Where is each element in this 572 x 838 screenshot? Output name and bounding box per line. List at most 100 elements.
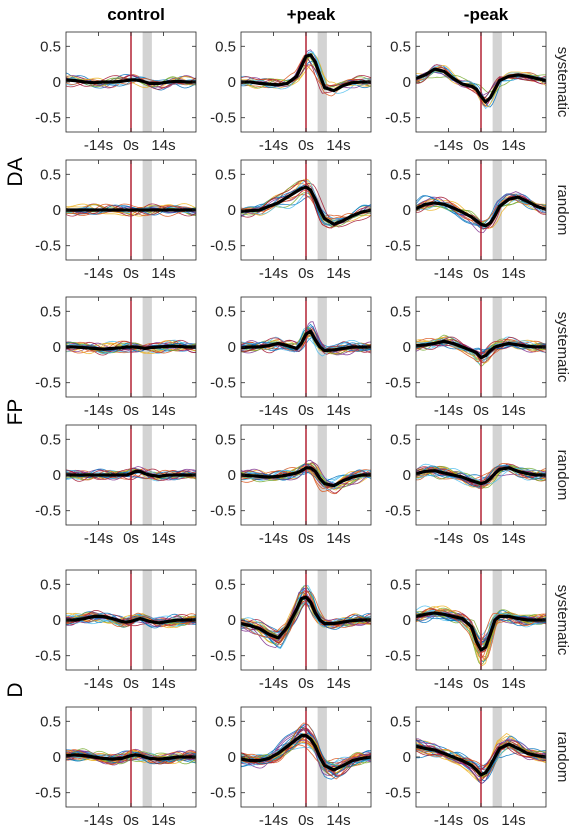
- x-tick-label: -14s: [84, 530, 113, 547]
- x-tick-label: -14s: [84, 675, 113, 692]
- mean-line: [416, 339, 546, 360]
- x-tick-label: -14s: [434, 812, 463, 829]
- mean-line: [241, 595, 371, 640]
- y-tick-label: -0.5: [35, 375, 61, 392]
- y-tick-label: 0: [53, 202, 61, 219]
- y-tick-label: 0: [228, 467, 236, 484]
- panel-fp-systematic-2: 0.5 0 -0.5 -14s 0s 14s: [385, 296, 547, 419]
- panel-fp-systematic-0: 0.5 0 -0.5 -14s 0s 14s: [35, 296, 197, 419]
- y-tick-label: 0.5: [390, 38, 411, 55]
- panel-fp-random-0: 0.5 0 -0.5 -14s 0s 14s: [35, 424, 197, 547]
- y-tick-label: -0.5: [35, 648, 61, 665]
- y-tick-label: 0.5: [390, 576, 411, 593]
- y-tick-label: 0: [403, 467, 411, 484]
- y-tick-label: 0.5: [40, 166, 61, 183]
- column-title-minus-peak: -peak: [464, 5, 509, 24]
- x-tick-label: 14s: [326, 137, 350, 154]
- x-tick-label: -14s: [259, 675, 288, 692]
- y-tick-label: 0.5: [215, 431, 236, 448]
- x-tick-label: 0s: [298, 812, 314, 829]
- mean-line: [66, 614, 196, 625]
- y-tick-label: 0.5: [215, 38, 236, 55]
- x-tick-label: 0s: [298, 402, 314, 419]
- panel-da-random-0: 0.5 0 -0.5 -14s 0s 14s: [35, 159, 197, 282]
- x-tick-label: 0s: [123, 812, 139, 829]
- x-tick-label: 14s: [501, 530, 525, 547]
- row-label-d-systematic: systematic: [554, 585, 571, 656]
- x-tick-label: -14s: [259, 265, 288, 282]
- y-tick-label: 0: [228, 202, 236, 219]
- panel-da-systematic-1: 0.5 0 -0.5 -14s 0s 14s: [210, 31, 372, 154]
- y-tick-label: 0: [53, 612, 61, 629]
- y-tick-label: 0: [403, 74, 411, 91]
- x-tick-label: 14s: [151, 265, 175, 282]
- panel-grid: 0.5 0 -0.5 -14s 0s 14s 0.5 0 -0.5 -14s 0s 14s 0.5 0 -0…: [35, 31, 547, 829]
- x-tick-label: 0s: [298, 675, 314, 692]
- group-label-fp: FP: [4, 399, 27, 426]
- y-tick-label: 0: [403, 339, 411, 356]
- x-tick-label: -14s: [259, 530, 288, 547]
- y-tick-label: 0: [228, 749, 236, 766]
- y-tick-label: 0: [403, 202, 411, 219]
- mean-line: [241, 185, 371, 226]
- y-tick-label: -0.5: [385, 375, 411, 392]
- x-tick-label: 14s: [151, 675, 175, 692]
- mean-line: [416, 67, 546, 104]
- mean-line: [66, 78, 196, 85]
- x-tick-label: 14s: [326, 402, 350, 419]
- x-tick-label: -14s: [259, 402, 288, 419]
- y-tick-label: -0.5: [35, 110, 61, 127]
- mean-line: [241, 466, 371, 488]
- x-tick-label: 14s: [151, 812, 175, 829]
- x-tick-label: -14s: [259, 812, 288, 829]
- x-tick-label: 0s: [123, 402, 139, 419]
- panel-da-systematic-0: 0.5 0 -0.5 -14s 0s 14s: [35, 31, 197, 154]
- x-tick-label: -14s: [434, 402, 463, 419]
- mean-line: [241, 734, 371, 772]
- x-tick-label: -14s: [84, 265, 113, 282]
- y-tick-label: -0.5: [385, 110, 411, 127]
- x-tick-label: -14s: [434, 137, 463, 154]
- mean-line: [66, 469, 196, 478]
- panel-da-random-1: 0.5 0 -0.5 -14s 0s 14s: [210, 159, 372, 282]
- x-tick-label: -14s: [84, 402, 113, 419]
- mean-line: [66, 753, 196, 761]
- x-tick-label: -14s: [259, 137, 288, 154]
- y-tick-label: -0.5: [35, 785, 61, 802]
- y-tick-label: 0.5: [40, 576, 61, 593]
- x-tick-label: 0s: [298, 265, 314, 282]
- y-tick-label: -0.5: [210, 648, 236, 665]
- x-tick-label: 14s: [501, 812, 525, 829]
- y-tick-label: 0.5: [40, 38, 61, 55]
- mean-line: [241, 53, 371, 93]
- x-tick-label: -14s: [84, 812, 113, 829]
- row-label-fp-systematic: systematic: [554, 312, 571, 383]
- y-tick-label: 0: [403, 612, 411, 629]
- panel-fp-systematic-1: 0.5 0 -0.5 -14s 0s 14s: [210, 296, 372, 419]
- x-tick-label: 14s: [326, 265, 350, 282]
- y-tick-label: 0: [53, 467, 61, 484]
- y-tick-label: 0: [403, 749, 411, 766]
- group-label-d: D: [4, 682, 27, 697]
- x-tick-label: -14s: [434, 265, 463, 282]
- y-tick-label: -0.5: [385, 503, 411, 520]
- column-title-control: control: [107, 5, 165, 24]
- x-tick-label: 0s: [473, 530, 489, 547]
- x-tick-label: 0s: [473, 675, 489, 692]
- x-tick-label: 0s: [123, 530, 139, 547]
- y-tick-label: 0: [228, 339, 236, 356]
- row-label-da-systematic: systematic: [554, 47, 571, 118]
- panel-fp-random-1: 0.5 0 -0.5 -14s 0s 14s: [210, 424, 372, 547]
- y-tick-label: 0: [53, 749, 61, 766]
- y-tick-label: 0.5: [390, 431, 411, 448]
- mean-line: [66, 344, 196, 351]
- y-tick-label: -0.5: [385, 648, 411, 665]
- x-tick-label: 0s: [298, 530, 314, 547]
- row-label-fp-random: random: [554, 450, 571, 501]
- x-tick-label: 14s: [151, 402, 175, 419]
- x-tick-label: -14s: [434, 530, 463, 547]
- panel-d-systematic-1: 0.5 0 -0.5 -14s 0s 14s: [210, 569, 372, 692]
- y-tick-label: 0.5: [215, 713, 236, 730]
- y-tick-label: -0.5: [35, 503, 61, 520]
